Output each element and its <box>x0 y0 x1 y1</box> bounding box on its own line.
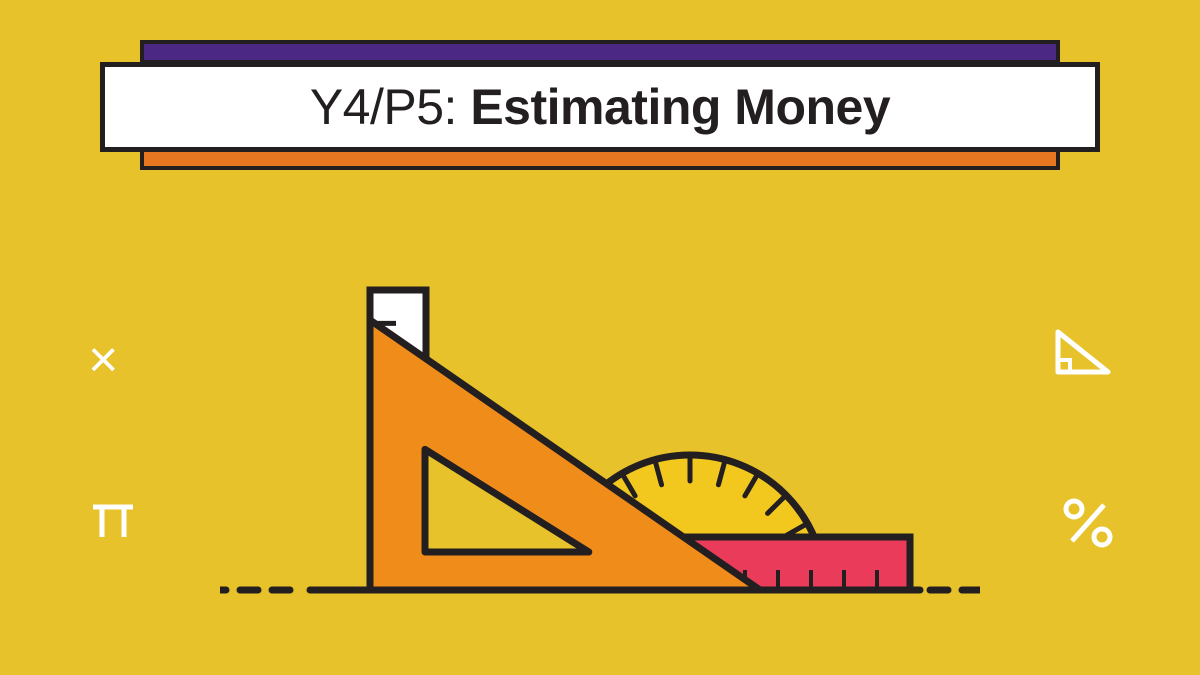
percent-icon <box>1060 495 1116 564</box>
title-accent-top <box>140 40 1060 64</box>
title-box: Y4/P5: Estimating Money <box>100 62 1100 152</box>
math-tools-illustration <box>220 260 980 640</box>
title-prefix: Y4/P5: <box>310 79 471 135</box>
multiply-icon: × <box>88 330 118 390</box>
right-triangle-icon <box>1048 322 1118 395</box>
title-main: Estimating Money <box>470 79 890 135</box>
pi-icon <box>88 495 138 558</box>
